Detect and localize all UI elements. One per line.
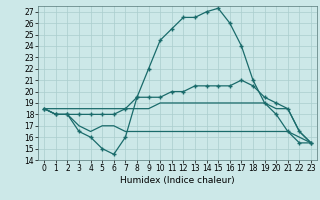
X-axis label: Humidex (Indice chaleur): Humidex (Indice chaleur) xyxy=(120,176,235,185)
